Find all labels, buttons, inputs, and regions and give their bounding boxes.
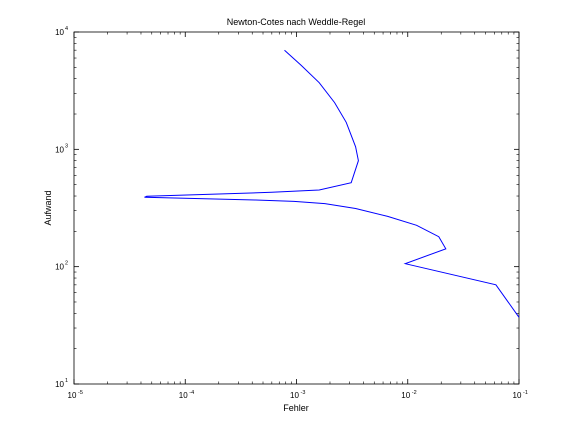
x-tick-label: 10	[513, 391, 522, 400]
x-tick-label-exponent: -2	[412, 390, 417, 396]
y-tick-label-exponent: 1	[65, 378, 68, 384]
y-axis-label: Aufwand	[43, 190, 53, 225]
x-tick-label: 10	[290, 391, 299, 400]
y-tick-label: 10	[55, 263, 64, 272]
y-tick-label: 10	[55, 145, 64, 154]
y-tick-label-exponent: 4	[65, 26, 68, 32]
x-axis-label: Fehler	[283, 403, 309, 413]
x-tick-label: 10	[68, 391, 77, 400]
x-tick-label-exponent: -5	[78, 390, 83, 396]
x-tick-label-exponent: -3	[301, 390, 306, 396]
y-tick-label-exponent: 3	[65, 143, 68, 149]
x-tick-label: 10	[179, 391, 188, 400]
plot-area	[74, 32, 519, 384]
y-tick-label-exponent: 2	[65, 261, 68, 267]
x-tick-label-exponent: -4	[189, 390, 194, 396]
y-tick-label: 10	[55, 380, 64, 389]
chart-title: Newton-Cotes nach Weddle-Regel	[227, 17, 365, 27]
x-tick-label: 10	[401, 391, 410, 400]
x-tick-label-exponent: -1	[523, 390, 528, 396]
y-tick-label: 10	[55, 28, 64, 37]
